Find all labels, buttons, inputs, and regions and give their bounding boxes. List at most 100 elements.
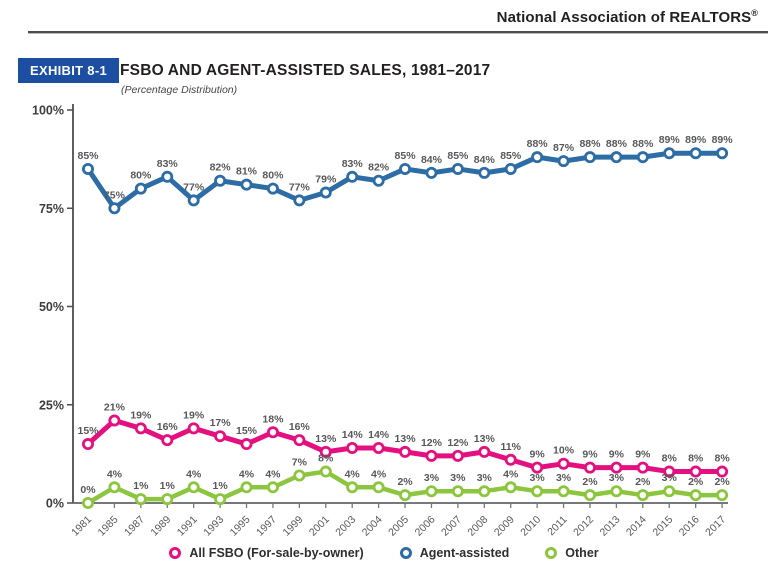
legend-label-fsbo: All FSBO (For-sale-by-owner): [189, 546, 364, 560]
other-point: [346, 481, 359, 494]
legend-label-other: Other: [565, 546, 599, 560]
chart-legend: All FSBO (For-sale-by-owner) Agent-assist…: [0, 546, 768, 560]
other-point: [187, 481, 200, 494]
y-tick-label: 0%: [46, 497, 64, 511]
other-point: [108, 481, 121, 494]
header-rule: [28, 31, 768, 34]
agent-assisted-data-label: 85%: [395, 150, 417, 162]
fsbo-point: [399, 445, 412, 458]
other-point: [319, 465, 332, 478]
fsbo-data-label: 8%: [662, 453, 678, 465]
agent-assisted-point: [451, 162, 464, 175]
other-point: [689, 489, 702, 502]
agent-assisted-data-label: 84%: [474, 154, 496, 166]
agent-assisted-data-label: 77%: [183, 181, 205, 193]
fsbo-data-label: 9%: [609, 449, 625, 461]
x-tick-label: 2006: [413, 514, 438, 539]
x-tick-label: 1995: [228, 514, 253, 539]
fsbo-legend-marker-icon: [169, 547, 182, 559]
y-tick-label: 75%: [39, 202, 64, 216]
x-tick-label: 2014: [624, 514, 649, 539]
fsbo-point: [134, 422, 147, 435]
agent-assisted-data-label: 88%: [527, 138, 549, 150]
agent-assisted-point: [716, 147, 729, 160]
other-data-label: 3%: [662, 472, 678, 484]
fsbo-point: [372, 441, 385, 454]
x-tick-label: 2009: [492, 514, 517, 539]
fsbo-data-label: 16%: [289, 421, 311, 433]
other-data-label: 2%: [714, 476, 730, 488]
agent-assisted-data-label: 84%: [421, 154, 443, 166]
y-tick-label: 50%: [39, 300, 64, 314]
agent-assisted-data-label: 80%: [130, 170, 152, 182]
legend-item-agent-assisted: Agent-assisted: [399, 546, 509, 560]
other-data-label: 4%: [345, 468, 361, 480]
x-tick-label: 2011: [545, 514, 570, 539]
other-data-label: 1%: [160, 480, 176, 492]
other-point: [161, 493, 174, 506]
fsbo-data-label: 18%: [262, 413, 284, 425]
other-data-label: 2%: [397, 476, 413, 488]
x-tick-label: 1989: [148, 514, 173, 539]
fsbo-data-label: 17%: [210, 417, 232, 429]
agent-assisted-data-label: 88%: [606, 138, 628, 150]
x-tick-label: 2007: [439, 514, 464, 539]
agent-assisted-point: [425, 166, 438, 179]
agent-assisted-point: [663, 147, 676, 160]
x-tick-label: 1997: [254, 514, 279, 539]
other-legend-marker-icon: [545, 547, 558, 559]
other-data-label: 0%: [80, 484, 96, 496]
legend-item-other: Other: [545, 546, 599, 560]
x-tick-label: 2012: [571, 514, 596, 539]
fsbo-point: [293, 434, 306, 447]
fsbo-point: [636, 461, 649, 474]
agent-assisted-point: [346, 170, 359, 183]
x-tick-label: 2010: [518, 514, 543, 539]
fsbo-point: [689, 465, 702, 478]
fsbo-point: [531, 461, 544, 474]
agent-assisted-point: [372, 174, 385, 187]
x-tick-label: 1999: [280, 514, 305, 539]
agent-assisted-point: [504, 162, 517, 175]
agent-assisted-point: [636, 151, 649, 164]
agent-assisted-point: [187, 194, 200, 207]
other-data-label: 3%: [609, 472, 625, 484]
chart-title: FSBO AND AGENT-ASSISTED SALES, 1981–2017: [120, 62, 491, 79]
other-data-label: 3%: [450, 472, 466, 484]
x-tick-label: 1991: [175, 514, 200, 539]
agent-assisted-data-label: 77%: [289, 181, 311, 193]
other-point: [372, 481, 385, 494]
agent-assisted-data-label: 82%: [368, 162, 390, 174]
fsbo-data-label: 19%: [130, 409, 152, 421]
fsbo-data-label: 12%: [447, 437, 469, 449]
agent-assisted-point: [240, 178, 253, 191]
agent-assisted-legend-marker-icon: [399, 547, 412, 559]
agent-assisted-data-label: 88%: [632, 138, 654, 150]
other-point: [531, 485, 544, 498]
fsbo-point: [478, 445, 491, 458]
y-tick-label: 25%: [39, 398, 64, 412]
agent-assisted-point: [557, 155, 570, 168]
other-point: [663, 485, 676, 498]
fsbo-data-label: 11%: [501, 441, 522, 453]
fsbo-point: [346, 441, 359, 454]
agent-assisted-point: [134, 182, 147, 195]
other-point: [478, 485, 491, 498]
other-data-label: 2%: [582, 476, 598, 488]
fsbo-data-label: 14%: [342, 429, 364, 441]
other-point: [266, 481, 279, 494]
fsbo-data-label: 9%: [530, 449, 546, 461]
other-point: [240, 481, 253, 494]
legend-item-fsbo: All FSBO (For-sale-by-owner): [169, 546, 364, 560]
agent-assisted-point: [293, 194, 306, 207]
x-tick-label: 2013: [598, 514, 623, 539]
agent-assisted-point: [214, 174, 227, 187]
agent-assisted-data-label: 88%: [579, 138, 601, 150]
fsbo-data-label: 15%: [236, 425, 258, 437]
agent-assisted-data-label: 75%: [104, 189, 126, 201]
other-data-label: 3%: [424, 472, 440, 484]
fsbo-point: [108, 414, 121, 427]
other-point: [716, 489, 729, 502]
line-chart: 0%25%50%75%100%1981 1985 1987 1989 1991 1993 1…: [32, 104, 733, 539]
